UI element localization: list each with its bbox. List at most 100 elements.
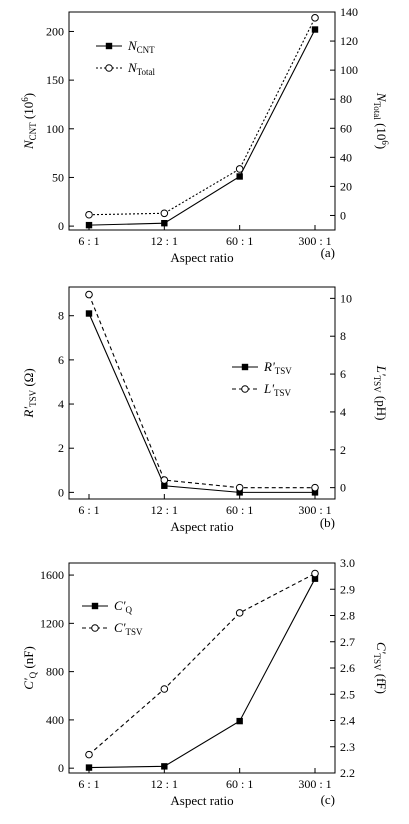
data-point-square [85,221,93,229]
data-point-square [85,310,93,317]
y-right-tick-label: 2 [340,443,346,457]
data-point-circle [235,165,244,173]
legend-label: C'Q [114,598,132,615]
y-right-axis-title: L'TSV (pH) [372,365,389,421]
data-point-circle [85,210,93,219]
y-left-tick-label: 800 [46,665,64,679]
legend-label: NCNT [127,38,155,55]
y-left-tick-label: 0 [58,219,64,233]
legend-marker-square [91,602,99,610]
series-line [88,573,316,756]
x-tick-label: 6 : 1 [78,234,99,248]
y-left-tick-label: 0 [58,485,64,499]
y-right-tick-label: 20 [340,179,352,193]
legend-label: C'TSV [114,620,143,637]
y-left-axis-title: R'TSV (Ω) [21,368,38,418]
data-point-square [311,489,319,496]
y-right-tick-label: 2.2 [340,766,355,780]
legend-label: R'TSV [263,359,292,376]
chart-panel-b: 6 : 1 12 : 1 60 : 1 300 : 1 0 2 4 6 8 0 2 4 6 8 10 Aspe… [21,286,389,534]
y-left-tick-label: 2 [58,441,64,455]
legend-label: L'TSV [263,381,292,398]
y-right-axis-title: C'TSV (fF) [372,642,389,694]
y-right-tick-label: 120 [340,34,358,48]
data-point-square [85,764,93,771]
y-left-tick-label: 1600 [40,568,64,582]
y-right-tick-label: 3.0 [340,556,355,570]
data-point-circle [311,569,319,578]
y-right-tick-label: 40 [340,150,352,164]
data-point-square [161,763,168,770]
y-right-tick-label: 2.3 [340,740,355,754]
y-left-tick-label: 150 [46,73,64,87]
y-left-axis-title: NCNT (106) [20,93,38,150]
x-tick-label: 12 : 1 [151,234,178,248]
data-point-square [311,575,319,582]
legend-marker-circle [91,624,99,632]
chart-panel-c: 6 : 1 12 : 1 60 : 1 300 : 1 0 400 800 1200 1600 2… [21,556,389,808]
data-point-square [311,26,319,33]
y-right-tick-label: 80 [340,92,352,106]
y-right-tick-label: 6 [340,367,346,381]
y-left-tick-label: 4 [58,397,64,411]
y-right-tick-label: 0 [340,208,346,222]
y-right-tick-label: 4 [340,405,346,419]
x-tick-label: 60 : 1 [226,503,253,517]
x-axis-title: Aspect ratio [170,519,233,534]
x-tick-label: 12 : 1 [151,503,178,517]
y-right-tick-label: 2.5 [340,687,355,701]
panel-label: (a) [321,245,335,260]
panel-label: (b) [320,515,335,530]
y-left-tick-label: 1200 [40,616,64,630]
x-tick-label: 300 : 1 [298,503,331,517]
data-point-square [236,489,243,496]
plot-frame [68,562,336,774]
y-left-tick-label: 50 [52,170,64,184]
x-tick-label: 300 : 1 [298,234,331,248]
x-tick-label: 300 : 1 [298,777,331,791]
series-line [88,313,315,493]
x-axis-title: Aspect ratio [170,793,233,808]
x-tick-label: 60 : 1 [226,234,253,248]
legend-label: NTotal [127,60,156,77]
panel-label: (c) [321,792,335,807]
y-right-tick-label: 10 [340,291,352,305]
y-left-tick-label: 6 [58,353,64,367]
x-tick-label: 6 : 1 [78,777,99,791]
legend-marker-circle [241,385,249,393]
x-axis-title: Aspect ratio [170,250,233,265]
y-right-tick-label: 2.7 [340,635,355,649]
y-left-tick-label: 200 [46,24,64,38]
y-right-tick-label: 2.4 [340,714,355,728]
data-point-circle [160,685,169,693]
data-point-circle [235,483,244,492]
data-point-circle [311,14,319,22]
plot-frame [68,11,336,231]
legend-marker-square [105,42,113,50]
series-line [88,578,316,769]
y-left-tick-label: 8 [58,309,64,323]
y-left-tick-label: 400 [46,713,64,727]
data-point-square [236,173,243,180]
y-right-tick-label: 2.6 [340,661,355,675]
y-right-tick-label: 140 [340,5,358,19]
series-line [88,29,316,226]
data-point-circle [311,483,319,492]
data-point-circle [85,290,93,299]
data-point-square [161,482,168,489]
data-point-circle [160,476,169,484]
data-point-circle [85,750,93,759]
data-point-circle [160,209,169,218]
chart-panel-a: 6 : 1 12 : 1 60 : 1 300 : 1 0 50 100 150 200 0 20 4… [20,5,390,265]
series-line [88,17,316,216]
data-point-square [236,717,243,725]
y-right-tick-label: 100 [340,63,358,77]
y-left-tick-label: 100 [46,122,64,136]
data-point-circle [235,609,244,617]
y-right-tick-label: 2.8 [340,609,355,623]
legend-marker-square [241,363,249,371]
x-tick-label: 6 : 1 [78,503,99,517]
x-tick-label: 60 : 1 [226,777,253,791]
plot-frame [68,286,336,500]
